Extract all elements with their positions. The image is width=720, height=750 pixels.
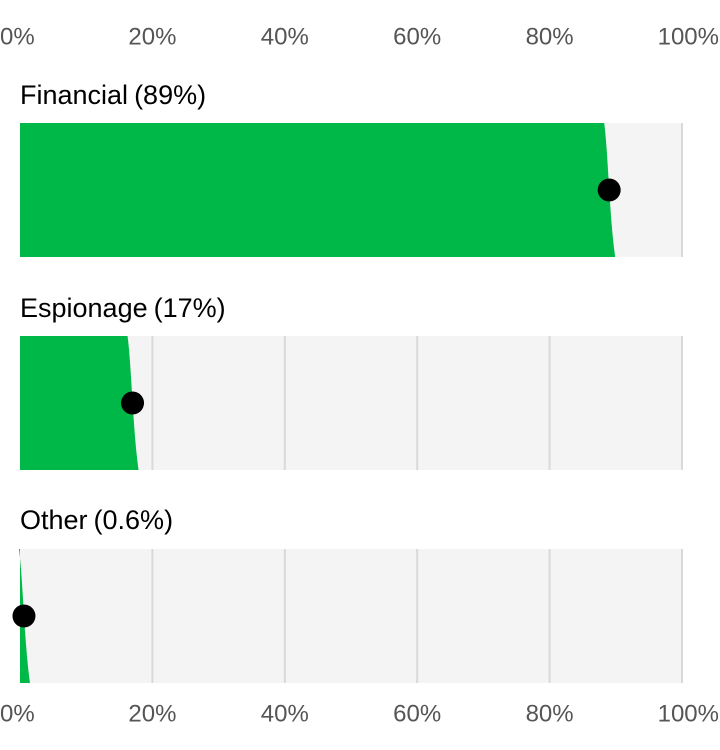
- category-label: Espionage (17%): [20, 293, 226, 323]
- x-tick-label: 100%: [658, 23, 719, 50]
- value-dot: [597, 178, 621, 202]
- x-tick-label: 80%: [526, 700, 574, 727]
- x-tick-label: 20%: [128, 23, 176, 50]
- x-tick-label: 40%: [261, 700, 309, 727]
- category-panel: [20, 123, 683, 257]
- value-dot: [12, 604, 36, 628]
- value-label: (89%): [134, 80, 206, 110]
- x-tick-label: 60%: [393, 700, 441, 727]
- category-name: Espionage: [20, 293, 148, 323]
- x-tick-label: 20%: [128, 700, 176, 727]
- x-tick-label: 0%: [0, 700, 35, 727]
- x-tick-label: 60%: [393, 23, 441, 50]
- category-label: Other (0.6%): [20, 505, 173, 535]
- x-tick-label: 100%: [658, 700, 719, 727]
- x-tick-label: 0%: [0, 23, 35, 50]
- value-dot: [121, 391, 145, 415]
- panel-background: [20, 549, 682, 683]
- value-label: (17%): [154, 293, 226, 323]
- bar: [20, 336, 139, 470]
- bar: [20, 123, 616, 257]
- category-name: Financial: [20, 80, 128, 110]
- category-panel: [12, 549, 683, 683]
- category-name: Other: [20, 505, 88, 535]
- value-label: (0.6%): [94, 505, 174, 535]
- bar: [18, 549, 30, 683]
- category-panel: [20, 336, 683, 470]
- x-tick-label: 80%: [526, 23, 574, 50]
- x-tick-label: 40%: [261, 23, 309, 50]
- category-label: Financial (89%): [20, 80, 206, 110]
